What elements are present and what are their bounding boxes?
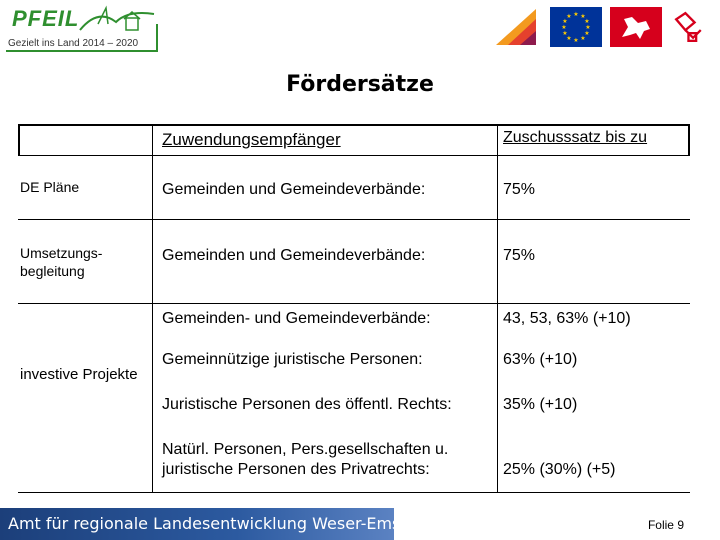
logo-underline [6,50,158,52]
row-recipient-de-plaene: Gemeinden und Gemeindeverbände: [162,181,426,198]
row-label-de-plaene: DE Pläne [20,179,80,195]
slide-number: Folie 9 [647,518,684,532]
niedersachsen-horse-icon [610,7,662,47]
row-rate-de-plaene: 75% [503,181,536,198]
arl-logo [674,11,702,42]
row-rate-umsetzungsbegleitung: 75% [503,247,536,264]
svg-text:★: ★ [585,24,590,31]
investive-rate-4: 25% (30%) (+5) [503,461,616,478]
eu-flag-icon: ★ ★★ ★★★ ★★★ ★★★ [550,7,602,47]
row-label-umsetzungsbegleitung: Umsetzungs- begleitung [20,245,103,279]
lower-saxony-logo [496,9,536,45]
column-header-recipient: Zuwendungsempfänger [162,130,341,149]
investive-rate-1: 43, 53, 63% (+10) [503,310,631,327]
table-rule-2 [18,219,690,220]
svg-text:★: ★ [566,35,571,42]
svg-text:★: ★ [580,13,585,20]
table-border-bottom [18,492,690,493]
table-col-divider-2 [497,124,498,493]
table-border-top [18,124,690,126]
svg-text:★: ★ [562,30,567,37]
village-silhouette-icon [79,5,155,31]
svg-text:★: ★ [580,35,585,42]
investive-recipient-4-line1: Natürl. Personen, Pers.gesellschaften u. [162,441,449,458]
table-col-divider-1 [152,124,153,493]
footer-organization: Amt für regionale Landesentwicklung Wese… [8,514,401,533]
footer: Amt für regionale Landesentwicklung Wese… [0,508,720,540]
table-left-header [18,124,20,156]
partner-logos: ★ ★ ★ ★ ★ ★ ★ ★ ★ ★ ★ ★ [490,6,710,48]
row-recipient-umsetzungsbegleitung: Gemeinden und Gemeindeverbände: [162,247,426,264]
svg-text:★: ★ [584,30,589,37]
svg-text:★: ★ [566,13,571,20]
pfeil-logo: PFEIL Gezielt ins Land 2014 – 2020 [6,2,158,54]
logo-tick [156,24,158,52]
logo-title: PFEIL [12,6,80,31]
investive-rate-3: 35% (+10) [503,396,578,413]
table-rule-1 [18,155,690,156]
column-header-rate: Zuschusssatz bis zu [503,129,648,146]
investive-recipient-2: Gemeinnützige juristische Personen: [162,351,423,368]
table-right-header [688,124,690,156]
row-label-investive-projekte: investive Projekte [20,366,138,383]
investive-recipient-4-line2: juristische Personen des Privatrechts: [162,461,430,478]
svg-text:★: ★ [561,24,566,31]
svg-text:★: ★ [584,18,589,25]
svg-text:★: ★ [562,18,567,25]
svg-text:★: ★ [573,37,578,44]
table-rule-3 [18,303,690,304]
footer-bar: Amt für regionale Landesentwicklung Wese… [0,508,400,540]
investive-recipient-3: Juristische Personen des öffentl. Rechts… [162,395,456,415]
svg-text:★: ★ [573,11,578,18]
investive-recipient-1: Gemeinden- und Gemeindeverbände: [162,310,431,327]
investive-rate-2: 63% (+10) [503,351,578,368]
page-title: Fördersätze [286,72,434,97]
logo-subtitle: Gezielt ins Land 2014 – 2020 [8,38,139,49]
